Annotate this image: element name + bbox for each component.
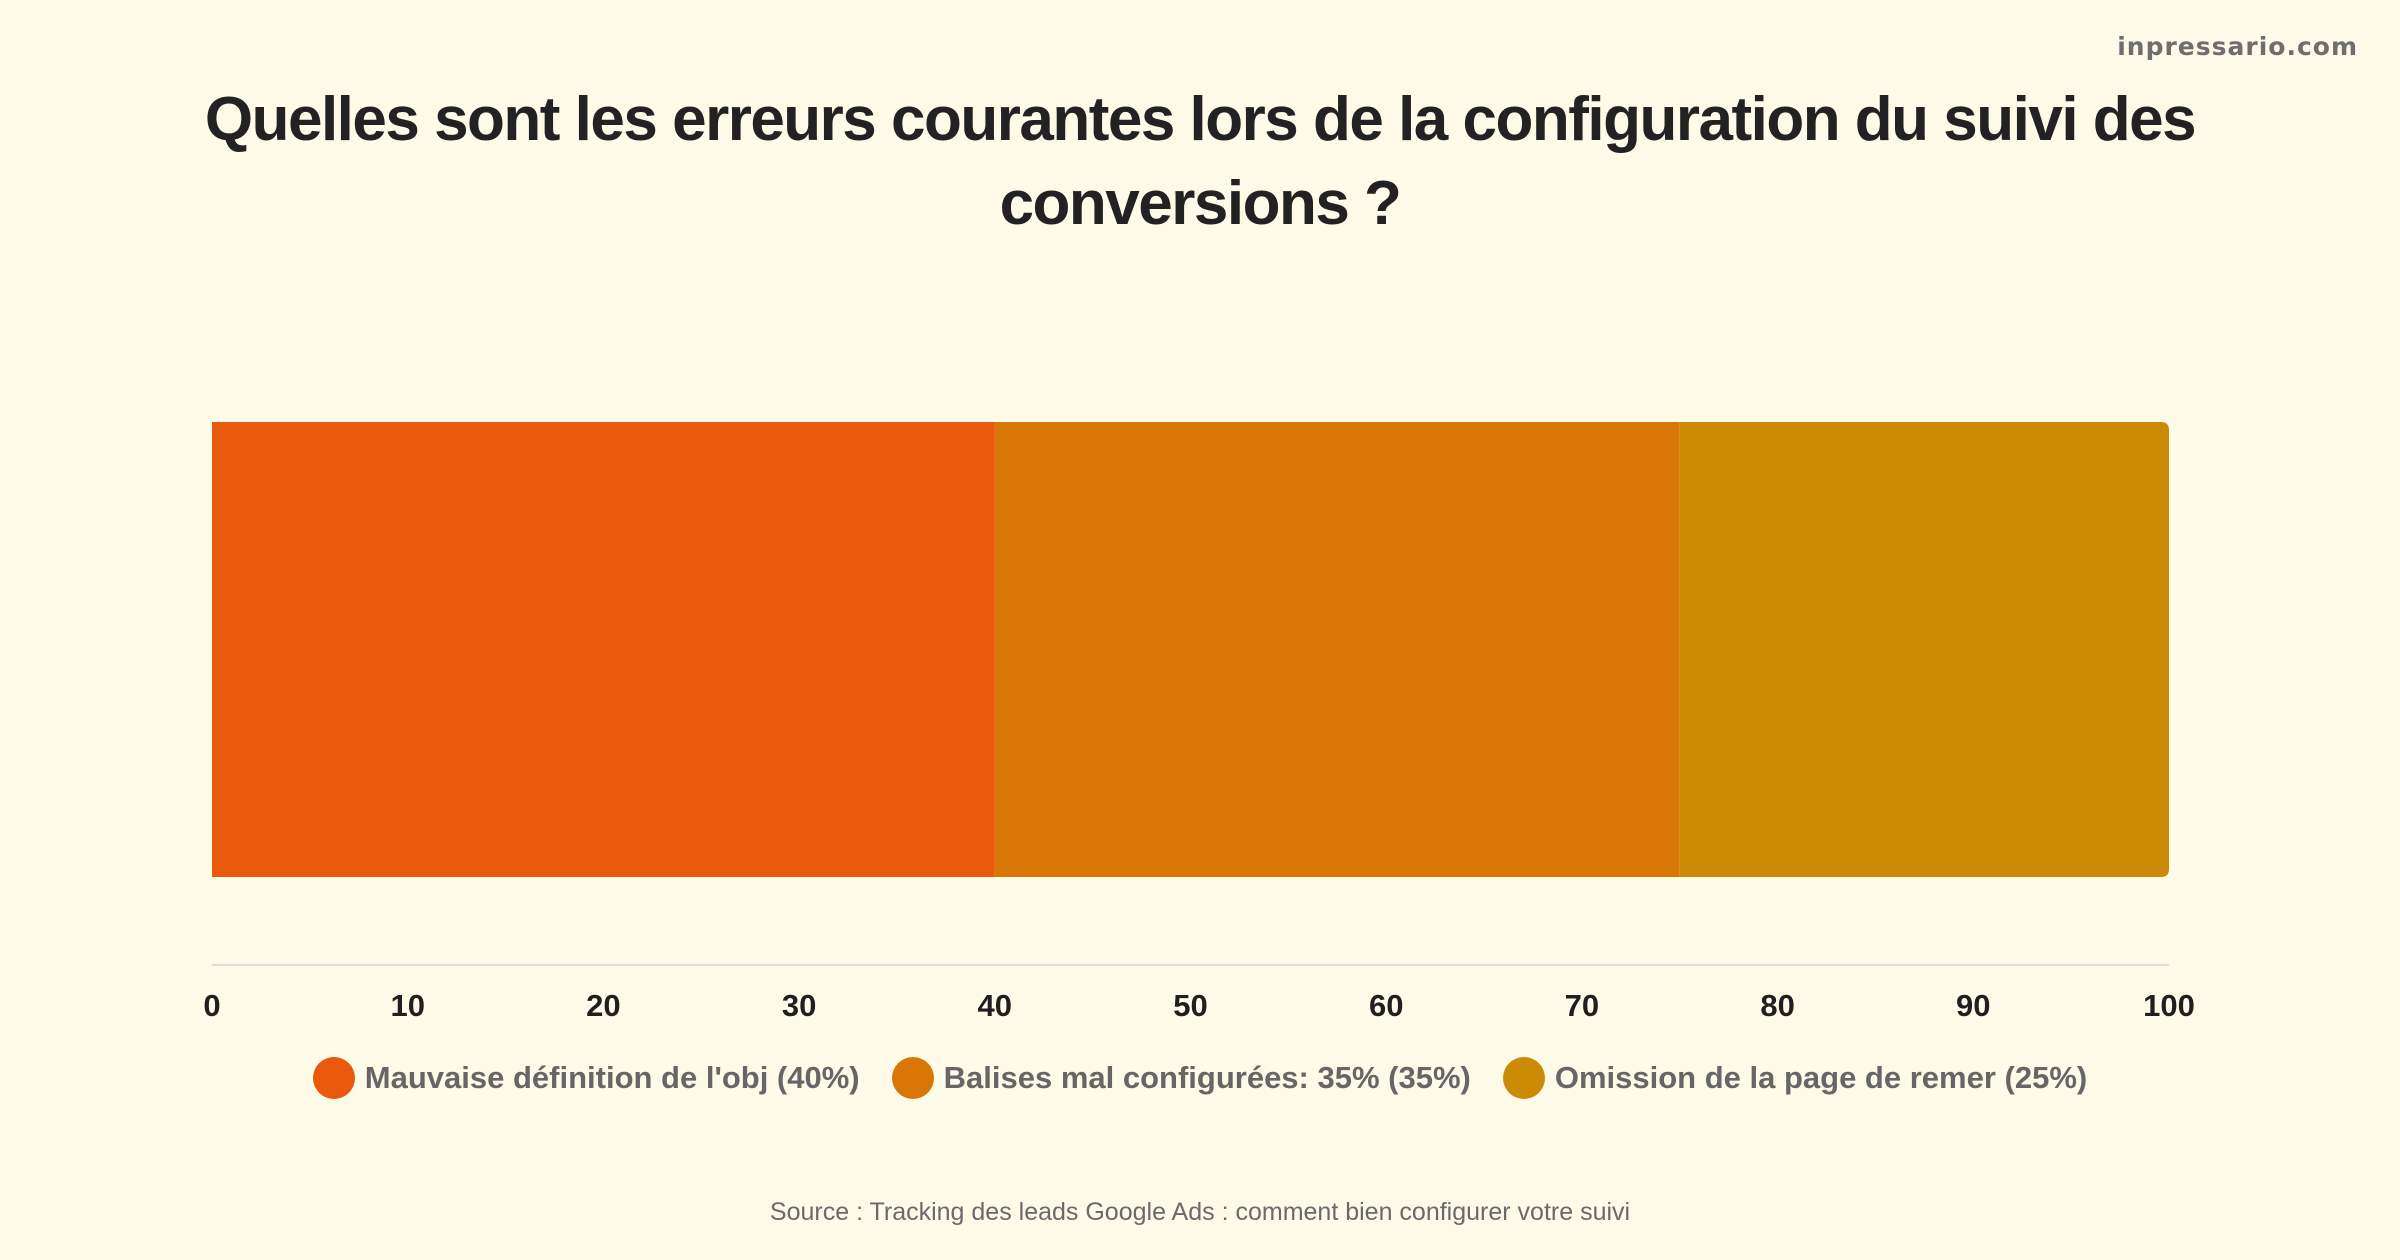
legend-item: Balises mal configurées: 35% (35%) (891, 1057, 1471, 1099)
legend-label: Mauvaise définition de l'obj (40%) (364, 1060, 860, 1095)
x-tick-label: 10 (390, 988, 424, 1023)
bar-segment-1 (212, 422, 995, 877)
legend-swatch (1502, 1057, 1545, 1099)
x-tick-label: 100 (2143, 988, 2195, 1023)
legend-label: Balises mal configurées: 35% (35%) (943, 1060, 1471, 1095)
legend-label: Omission de la page de remer (25%) (1554, 1060, 2088, 1095)
bar-segment-2 (994, 422, 1680, 877)
legend: Mauvaise définition de l'obj (40%) Balise… (0, 1057, 2400, 1099)
source-note: Source : Tracking des leads Google Ads :… (769, 1198, 1631, 1226)
x-tick-label: 20 (586, 988, 620, 1023)
legend-item: Mauvaise définition de l'obj (40%) (312, 1057, 860, 1099)
x-tick-label: 60 (1369, 988, 1403, 1023)
x-tick-label: 90 (1956, 988, 1990, 1023)
legend-swatch (312, 1057, 355, 1099)
x-tick-label: 40 (978, 988, 1012, 1023)
bar-segment-3 (1679, 422, 2169, 877)
brand-watermark: inpressario.com (2117, 32, 2358, 61)
legend-swatch (891, 1057, 934, 1099)
legend-item: Omission de la page de remer (25%) (1502, 1057, 2088, 1099)
x-tick-label: 30 (782, 988, 816, 1023)
x-tick-label: 80 (1760, 988, 1794, 1023)
bar-group (212, 422, 2169, 877)
chart-title: Quelles sont les erreurs courantes lors … (204, 85, 2197, 238)
stacked-bar-chart: 0 10 20 30 40 50 60 70 80 90 100 (203, 422, 2195, 1023)
x-tick-label: 0 (203, 988, 220, 1023)
x-tick-label: 50 (1173, 988, 1207, 1023)
x-axis-ticks: 0 10 20 30 40 50 60 70 80 90 100 (203, 988, 2194, 1023)
x-tick-label: 70 (1565, 988, 1599, 1023)
